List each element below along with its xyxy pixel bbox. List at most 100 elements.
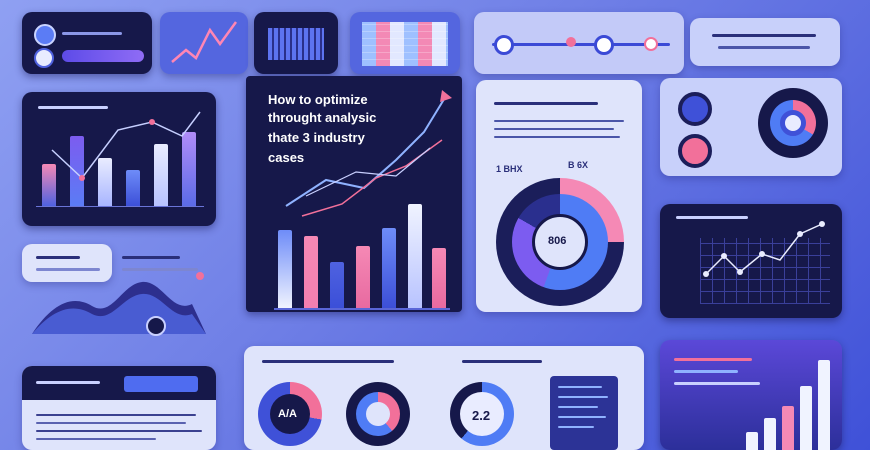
donut-3-core xyxy=(460,392,504,436)
slider-knob-right[interactable] xyxy=(594,35,614,55)
vbar xyxy=(782,406,794,450)
vbar xyxy=(818,360,830,450)
striped-bars xyxy=(362,22,448,66)
slider-knob-end[interactable] xyxy=(644,37,658,51)
target-donut xyxy=(758,88,828,158)
ring-panel: 1 BHX B 6X 806 xyxy=(476,80,642,312)
ring-value: 806 xyxy=(548,235,567,247)
top-right-label-panel xyxy=(690,18,840,66)
ring-stat-right: B 6X xyxy=(568,160,589,170)
top-slider-panel xyxy=(474,12,684,74)
bar-label-line xyxy=(674,358,752,361)
headline-chart-panel: How to optimize throught analysic thate … xyxy=(246,76,462,312)
top-bars-panel-1 xyxy=(254,12,338,74)
label-line-1 xyxy=(712,34,816,37)
toggle-dot-white[interactable] xyxy=(34,48,54,68)
line-chart-grid xyxy=(700,238,830,304)
mini-bars xyxy=(268,28,324,60)
donut-blue xyxy=(678,92,712,126)
donut-1-value: A/A xyxy=(278,408,297,420)
body-line xyxy=(36,430,202,432)
bottom-title-line-2 xyxy=(462,360,542,363)
headline-line-chart xyxy=(285,90,452,217)
donut-2-core xyxy=(366,402,390,426)
bottom-donut-3 xyxy=(450,382,514,446)
bar-label-line xyxy=(674,370,738,373)
headline-bar xyxy=(356,246,370,308)
vbar xyxy=(800,386,812,450)
top-sparkline-panel xyxy=(160,12,248,74)
chart-bar xyxy=(70,136,84,206)
slider-knob-left[interactable] xyxy=(494,35,514,55)
bottom-donut-1 xyxy=(258,382,322,446)
bar-label-line xyxy=(674,382,760,385)
donut-pink xyxy=(678,134,712,168)
label-line-2 xyxy=(718,46,810,49)
headline-bars xyxy=(274,196,450,310)
left-area-panel xyxy=(22,244,216,348)
chart-bar xyxy=(98,158,112,206)
target-core xyxy=(780,110,806,136)
top-toggle-panel xyxy=(22,12,152,74)
panel-title-line xyxy=(38,106,108,109)
ring-text-line xyxy=(494,128,614,130)
body-line xyxy=(36,422,186,424)
bar-chart-area xyxy=(36,126,204,207)
left-text-panel xyxy=(22,244,112,282)
bottom-title-line-1 xyxy=(262,360,394,363)
headline-line-1: How to optimize xyxy=(268,92,368,107)
vertical-bars xyxy=(746,356,834,450)
vbar xyxy=(746,432,758,450)
headline-bar xyxy=(330,262,344,308)
body-line xyxy=(36,414,196,416)
ring-title-line xyxy=(494,102,598,105)
slider-track xyxy=(492,43,670,46)
chart-bar xyxy=(126,170,140,206)
list-line xyxy=(558,406,598,408)
vbar xyxy=(764,418,776,450)
bar-trend-line xyxy=(51,111,201,181)
text-line xyxy=(36,268,100,271)
list-line xyxy=(558,426,594,428)
chart-bar xyxy=(42,164,56,206)
headline-line-4: cases xyxy=(268,150,305,165)
bottom-list-card xyxy=(550,376,618,450)
list-line xyxy=(558,396,608,398)
chart-bar xyxy=(154,144,168,206)
right-line-panel xyxy=(660,204,842,318)
area-icon[interactable] xyxy=(146,316,166,336)
top-bars-panel-2 xyxy=(350,12,460,74)
sparkline-chart xyxy=(171,21,238,63)
line-panel-title xyxy=(676,216,748,219)
text-line xyxy=(122,268,198,271)
toggle-line xyxy=(62,32,122,35)
body-line xyxy=(36,438,156,440)
area-chart xyxy=(32,281,206,334)
toggle-dot-blue[interactable] xyxy=(34,24,56,46)
ring-inner xyxy=(532,214,588,270)
right-line-chart xyxy=(703,221,825,277)
list-line xyxy=(558,386,602,388)
headline-bar xyxy=(382,228,396,308)
header-line xyxy=(36,381,100,384)
chart-bar xyxy=(182,132,196,206)
pink-dot xyxy=(196,272,204,280)
bottom-donuts-panel: A/A 2.2 xyxy=(244,346,644,450)
headline-line-2: throught analysic xyxy=(268,110,377,125)
list-line xyxy=(558,416,606,418)
bottom-donut-2 xyxy=(346,382,410,446)
toggle-slider[interactable] xyxy=(62,50,144,62)
slider-knob-mid[interactable] xyxy=(566,37,576,47)
header-button[interactable] xyxy=(124,376,198,392)
headline-bar xyxy=(408,204,422,308)
ring-text-line xyxy=(494,120,624,122)
ring-stat-left: 1 BHX xyxy=(496,164,523,174)
right-bottom-bars-panel xyxy=(660,340,842,450)
right-donut-panel xyxy=(660,78,842,176)
ring-text-line xyxy=(494,136,620,138)
left-bar-chart-panel xyxy=(22,92,216,226)
donut-3-value: 2.2 xyxy=(472,408,491,423)
donut-1-core xyxy=(270,394,310,434)
text-line xyxy=(122,256,180,259)
headline-bar xyxy=(304,236,318,308)
